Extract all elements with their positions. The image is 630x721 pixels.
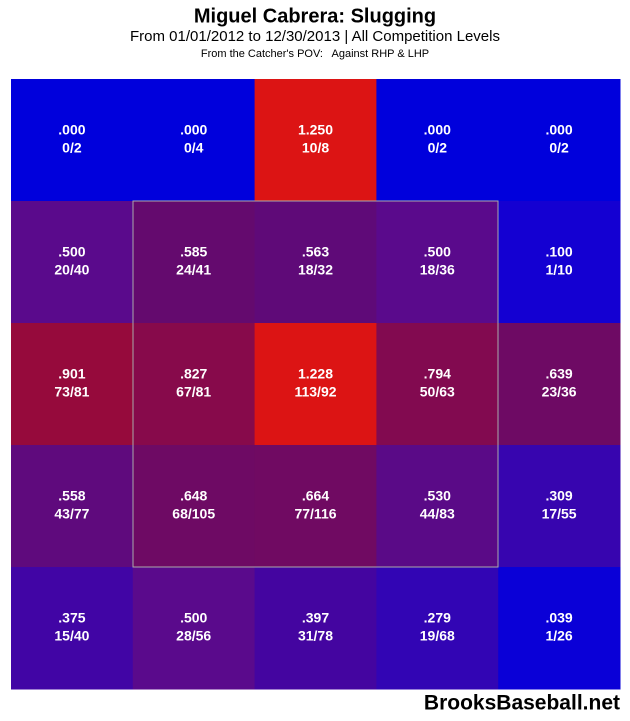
cell-count-label: 1/26 bbox=[545, 628, 572, 644]
cell-count-label: 67/81 bbox=[176, 384, 211, 400]
cell-value-label: .901 bbox=[58, 366, 85, 382]
heat-cell bbox=[132, 323, 256, 446]
heat-cell bbox=[11, 323, 134, 446]
cell-value-label: .100 bbox=[545, 244, 572, 260]
cell-count-label: 73/81 bbox=[54, 384, 89, 400]
cell-count-label: 15/40 bbox=[54, 628, 89, 644]
cell-count-label: 28/56 bbox=[176, 628, 211, 644]
strike-zone bbox=[132, 200, 499, 568]
cell-value-label: .000 bbox=[180, 122, 207, 138]
cell-value-label: .664 bbox=[302, 488, 329, 504]
cell-count-label: 0/2 bbox=[428, 140, 448, 156]
heat-cell bbox=[376, 201, 499, 324]
heat-cell bbox=[498, 201, 621, 324]
chart-note: From the Catcher's POV: Against RHP & LH… bbox=[201, 48, 429, 60]
cell-value-label: .794 bbox=[424, 366, 451, 382]
watermark: BrooksBaseball.net bbox=[424, 692, 620, 715]
heat-cell bbox=[498, 445, 621, 568]
cell-count-label: 77/116 bbox=[294, 506, 336, 522]
cell-count-label: 1/10 bbox=[545, 262, 572, 278]
cell-value-label: .500 bbox=[180, 610, 207, 626]
heat-cell bbox=[11, 201, 134, 324]
cell-count-label: 23/36 bbox=[542, 384, 577, 400]
heat-cell bbox=[498, 567, 621, 690]
heat-cell bbox=[254, 201, 377, 324]
cell-count-label: 0/4 bbox=[184, 140, 204, 156]
cell-value-label: .558 bbox=[58, 488, 85, 504]
cell-value-label: 1.250 bbox=[298, 122, 333, 138]
cell-count-label: 19/68 bbox=[420, 628, 455, 644]
cell-count-label: 18/36 bbox=[420, 262, 455, 278]
cell-count-label: 10/8 bbox=[302, 140, 329, 156]
heat-cell bbox=[498, 323, 621, 446]
cell-count-label: 113/92 bbox=[294, 384, 336, 400]
cell-count-label: 18/32 bbox=[298, 262, 333, 278]
heat-cell bbox=[254, 323, 377, 446]
cell-count-label: 50/63 bbox=[420, 384, 455, 400]
cell-value-label: .397 bbox=[302, 610, 329, 626]
heat-cell bbox=[376, 323, 499, 446]
cell-value-label: .530 bbox=[424, 488, 451, 504]
cell-value-label: .827 bbox=[180, 366, 207, 382]
heat-cell bbox=[132, 445, 256, 568]
heat-cell bbox=[376, 445, 499, 568]
chart-title: Miguel Cabrera: Slugging bbox=[194, 5, 436, 27]
heat-cell bbox=[376, 79, 499, 202]
cell-count-label: 24/41 bbox=[176, 262, 211, 278]
cell-value-label: .585 bbox=[180, 244, 207, 260]
heat-cell bbox=[132, 79, 256, 202]
heat-cell bbox=[254, 79, 377, 202]
cell-value-label: .039 bbox=[545, 610, 572, 626]
heat-cell bbox=[132, 201, 256, 324]
cell-value-label: .000 bbox=[58, 122, 85, 138]
chart-subtitle: From 01/01/2012 to 12/30/2013 | All Comp… bbox=[130, 28, 500, 45]
heat-cell bbox=[11, 445, 134, 568]
cell-count-label: 68/105 bbox=[172, 506, 215, 522]
heat-cell bbox=[376, 567, 499, 690]
cell-value-label: .000 bbox=[545, 122, 572, 138]
cell-count-label: 31/78 bbox=[298, 628, 333, 644]
heat-cell bbox=[11, 79, 134, 202]
heatmap-grid: .000 0/2 .000 0/4 1.250 10/8 .000 0/2 .000 0/2 .50… bbox=[11, 79, 621, 690]
cell-value-label: .500 bbox=[58, 244, 85, 260]
cell-count-label: 44/83 bbox=[420, 506, 455, 522]
cell-count-label: 43/77 bbox=[54, 506, 89, 522]
cell-count-label: 0/2 bbox=[62, 140, 82, 156]
cell-value-label: .309 bbox=[545, 488, 572, 504]
heat-cell bbox=[254, 567, 377, 690]
cell-value-label: .279 bbox=[424, 610, 451, 626]
cell-value-label: .639 bbox=[545, 366, 572, 382]
cell-value-label: .563 bbox=[302, 244, 329, 260]
heat-cell bbox=[254, 445, 377, 568]
heat-cell bbox=[11, 567, 134, 690]
cell-value-label: .000 bbox=[424, 122, 451, 138]
cell-count-label: 0/2 bbox=[549, 140, 569, 156]
heat-cell bbox=[498, 79, 621, 202]
heat-cell bbox=[132, 567, 256, 690]
cell-count-label: 20/40 bbox=[54, 262, 89, 278]
cell-count-label: 17/55 bbox=[542, 506, 577, 522]
cell-value-label: .648 bbox=[180, 488, 207, 504]
cell-value-label: .500 bbox=[424, 244, 451, 260]
cell-value-label: .375 bbox=[58, 610, 85, 626]
cell-value-label: 1.228 bbox=[298, 366, 333, 382]
